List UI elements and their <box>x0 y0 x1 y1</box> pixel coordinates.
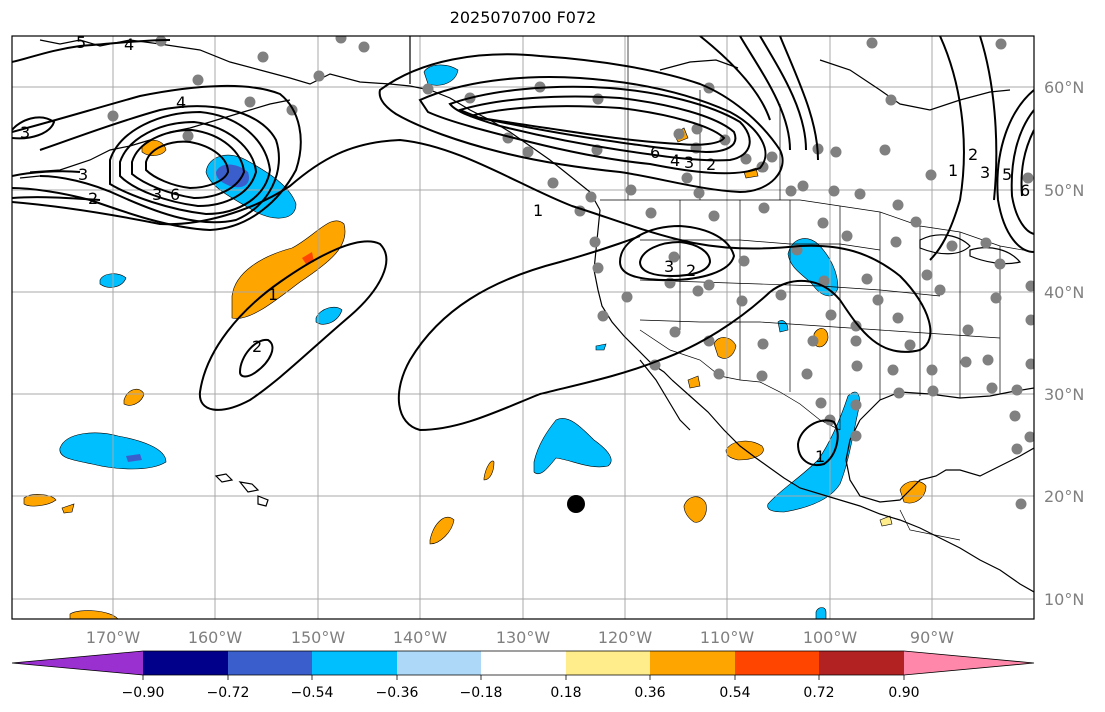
graticule <box>12 36 1034 619</box>
contour-label: 3 <box>664 257 674 276</box>
contour-label: 6 <box>170 185 180 204</box>
contour-label: 2 <box>88 189 98 208</box>
colorbar-tick: 0.36 <box>634 685 665 701</box>
contour-label: 1 <box>815 447 825 466</box>
contour-label: 6 <box>1020 181 1030 200</box>
contour-label: 4 <box>670 151 680 170</box>
lon-label: 160°W <box>188 628 243 647</box>
colorbar: −0.90 −0.72 −0.54 −0.36 −0.18 0.18 0.36 … <box>11 650 1035 701</box>
colorbar-tick: 0.90 <box>888 685 919 701</box>
contour-label: 4 <box>176 93 186 112</box>
lat-label: 60°N <box>1044 78 1084 97</box>
colorbar-tick: 0.54 <box>719 685 750 701</box>
colorbar-segment <box>566 651 650 675</box>
contour-label: 3 <box>152 185 162 204</box>
lon-label: 100°W <box>803 628 858 647</box>
colorbar-tick: −0.36 <box>376 685 419 701</box>
colorbar-segment <box>312 651 397 675</box>
contour-label: 5 <box>76 33 86 52</box>
colorbar-tick: −0.90 <box>122 685 165 701</box>
contour-label: 2 <box>968 145 978 164</box>
colorbar-tick: −0.54 <box>291 685 334 701</box>
colorbar-segment <box>228 651 312 675</box>
contour-label: 1 <box>268 285 278 304</box>
highlight-point-marker <box>567 495 585 513</box>
lon-label: 90°W <box>910 628 954 647</box>
contour-label: 3 <box>78 165 88 184</box>
contour-label: 3 <box>20 123 30 142</box>
contour-label: 1 <box>948 161 958 180</box>
colorbar-segment <box>819 651 904 675</box>
lon-label: 140°W <box>393 628 448 647</box>
lat-label: 50°N <box>1044 181 1084 200</box>
lon-label: 110°W <box>700 628 755 647</box>
lat-label: 20°N <box>1044 487 1084 506</box>
contour-labels: 1 1 1 1 2 2 2 2 2 3 3 3 3 3 3 4 4 4 5 5 … <box>20 33 1030 466</box>
colorbar-tick: −0.18 <box>460 685 503 701</box>
lat-label: 10°N <box>1044 590 1084 609</box>
colorbar-segment <box>650 651 735 675</box>
contour-label: 5 <box>1002 165 1012 184</box>
lon-label: 170°W <box>86 628 141 647</box>
contour-label: 1 <box>533 201 543 220</box>
colorbar-tick: 0.18 <box>550 685 581 701</box>
latitude-labels: 60°N 50°N 40°N 30°N 20°N 10°N <box>1044 78 1084 609</box>
colorbar-segment <box>397 651 481 675</box>
lat-label: 30°N <box>1044 385 1084 404</box>
contour-label: 2 <box>706 155 716 174</box>
colorbar-segment <box>735 651 819 675</box>
contour-lines <box>12 36 1034 466</box>
contour-label: 6 <box>650 143 660 162</box>
contour-label: 3 <box>684 153 694 172</box>
political-boundaries <box>600 36 1034 541</box>
colorbar-tick: 0.72 <box>803 685 834 701</box>
lat-label: 40°N <box>1044 283 1084 302</box>
colorbar-segment <box>481 651 566 675</box>
colorbar-extend-high <box>904 651 1034 675</box>
contour-label: 3 <box>980 163 990 182</box>
contour-label: 2 <box>686 261 696 280</box>
lon-label: 130°W <box>496 628 551 647</box>
contour-label: 4 <box>124 35 134 54</box>
contour-label: 2 <box>252 337 262 356</box>
lon-label: 120°W <box>598 628 653 647</box>
colorbar-segment <box>143 651 228 675</box>
map-border <box>11 35 1035 620</box>
colorbar-extend-low <box>12 651 143 675</box>
colorbar-tick: −0.72 <box>207 685 250 701</box>
lon-label: 150°W <box>291 628 346 647</box>
map-title: 2025070700 F072 <box>449 8 597 27</box>
longitude-labels: 170°W 160°W 150°W 140°W 130°W 120°W 110°… <box>86 628 954 647</box>
